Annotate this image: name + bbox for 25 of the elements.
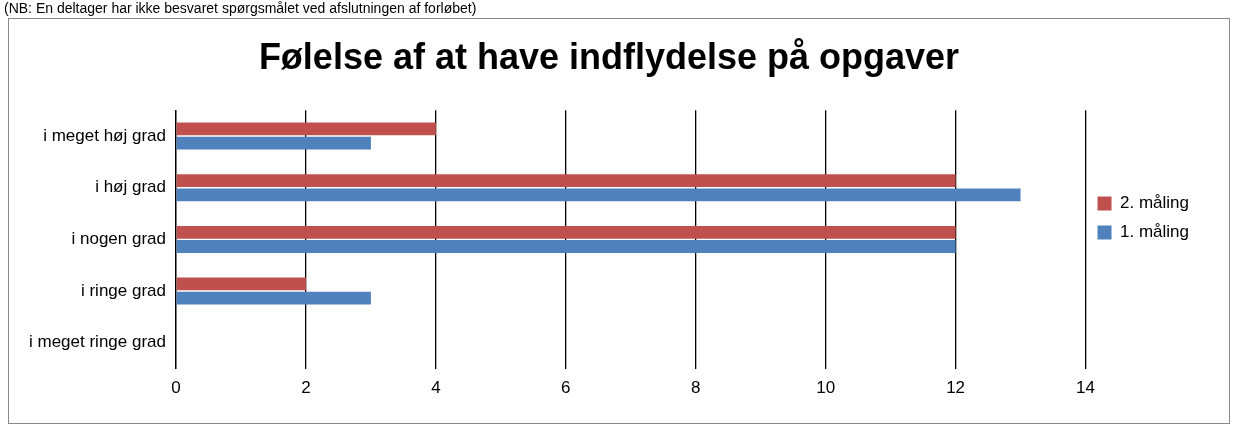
x-tick-label: 2 (301, 378, 311, 398)
x-tick-label: 14 (1076, 378, 1095, 398)
bar (176, 240, 956, 253)
bar (176, 174, 956, 188)
bar (176, 122, 436, 136)
text: (NB: En deltager har ikke besvaret spørgsmålet ved afslutningen af forløbet) (4, 0, 477, 17)
x-tick-label: 10 (816, 378, 836, 398)
bar (176, 188, 1021, 202)
bar (176, 225, 956, 239)
chart-title: Følelse af at have indflydelse på opgaver (258, 35, 960, 77)
y-tick-label: i høj grad (95, 177, 167, 197)
x-tick-label: 12 (946, 378, 966, 398)
y-tick-label: i meget ringe grad (28, 332, 167, 352)
bar (176, 136, 371, 150)
y-tick-label: i meget høj grad (43, 125, 167, 145)
bar (176, 277, 306, 291)
x-tick-label: 6 (561, 378, 571, 398)
x-tick-label: 8 (691, 378, 701, 398)
x-tick-label: 4 (431, 378, 441, 398)
legend-label: 2. måling (1120, 193, 1189, 213)
legend-label: 1. måling (1120, 222, 1189, 242)
y-tick-label: i nogen grad (71, 229, 167, 249)
y-tick-label: i ringe grad (80, 280, 167, 300)
bar (176, 291, 371, 305)
x-tick-label: 0 (171, 378, 181, 398)
